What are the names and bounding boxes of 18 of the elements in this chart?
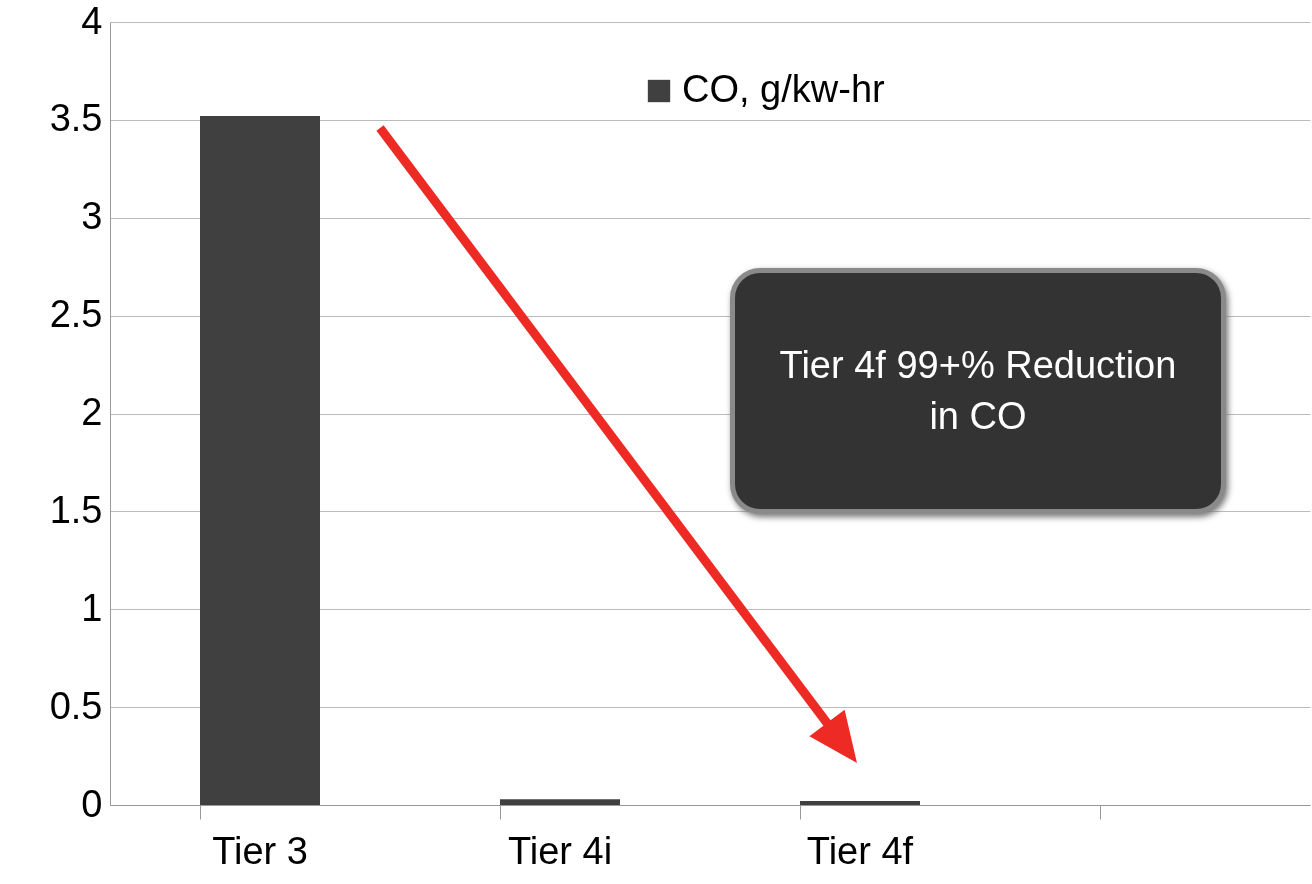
y-tick-label: 2.5: [49, 293, 103, 336]
annotation: Tier 4f 99+% Reduction in CO: [778, 342, 1178, 439]
y-tick-label: 2: [81, 391, 103, 433]
x-tick-label: Tier 4i: [507, 829, 613, 872]
bar: [800, 801, 920, 805]
y-tick-label: 3: [81, 195, 103, 238]
legend-label: CO, g/kw-hr: [682, 68, 886, 110]
x-tick-label: Tier 3: [212, 829, 308, 872]
y-tick-label: 0.5: [49, 684, 103, 727]
y-tick-label: 3.5: [49, 97, 103, 140]
y-tick-label: 0: [81, 782, 103, 825]
y-tick-label: 1: [81, 586, 103, 629]
x-tick-label: Tier 4f: [806, 829, 914, 872]
y-tick-label: 1.5: [49, 488, 103, 531]
bar: [200, 115, 320, 805]
callout-box: Tier 4f 99+% Reduction in CO: [730, 268, 1226, 514]
y-tick-label: 4: [81, 0, 103, 42]
bar: [500, 799, 620, 805]
